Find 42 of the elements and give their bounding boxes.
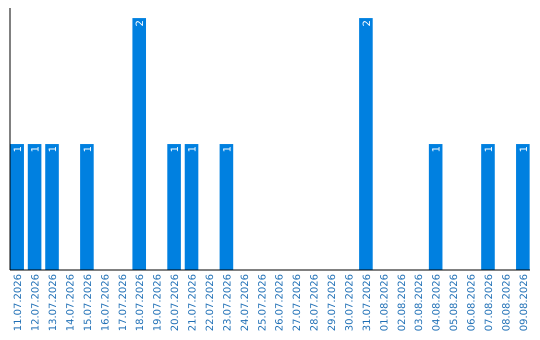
x-tick-label: 04.08.2026 xyxy=(432,274,443,332)
data-label: 1 xyxy=(170,146,182,152)
x-tick-label: 14.07.2026 xyxy=(65,274,76,332)
x-tick-label: 07.08.2026 xyxy=(484,274,495,332)
x-tick-label: 26.07.2026 xyxy=(274,274,286,332)
x-tick-label: 19.07.2026 xyxy=(152,274,164,332)
data-label: 1 xyxy=(82,146,94,152)
x-tick-label: 02.08.2026 xyxy=(396,274,408,332)
x-tick-label: 27.07.2026 xyxy=(292,274,304,332)
x-tick-label: 21.07.2026 xyxy=(188,274,199,332)
data-label: 1 xyxy=(188,146,199,152)
x-tick-label: 20.07.2026 xyxy=(170,274,182,332)
x-tick-label: 15.07.2026 xyxy=(82,274,94,332)
x-tick-label: 12.07.2026 xyxy=(30,274,42,332)
data-label: 1 xyxy=(518,146,530,152)
data-label: 1 xyxy=(484,146,495,152)
data-label: 1 xyxy=(13,146,24,152)
x-tick-label: 09.08.2026 xyxy=(518,274,530,332)
data-label: 1 xyxy=(222,146,234,152)
x-tick-label: 30.07.2026 xyxy=(344,274,356,332)
x-tick-label: 29.07.2026 xyxy=(327,274,338,332)
data-label: 1 xyxy=(432,146,443,152)
x-tick-label: 18.07.2026 xyxy=(135,274,146,332)
x-tick-label: 16.07.2026 xyxy=(100,274,112,332)
x-tick-label: 13.07.2026 xyxy=(48,274,60,332)
x-tick-label: 06.08.2026 xyxy=(466,274,478,332)
x-tick-label: 11.07.2026 xyxy=(13,274,24,332)
x-tick-label: 01.08.2026 xyxy=(379,274,390,332)
x-tick-label: 31.07.2026 xyxy=(362,274,373,332)
x-tick-label: 25.07.2026 xyxy=(257,274,268,332)
x-tick-label: 22.07.2026 xyxy=(204,274,216,332)
data-label: 2 xyxy=(135,20,146,26)
x-tick-label: 03.08.2026 xyxy=(414,274,426,332)
x-tick-label: 05.08.2026 xyxy=(449,274,460,332)
x-tick-label: 08.08.2026 xyxy=(501,274,512,332)
data-label: 1 xyxy=(30,146,42,152)
x-tick-label: 17.07.2026 xyxy=(118,274,129,332)
data-label: 2 xyxy=(362,20,373,26)
data-label: 1 xyxy=(48,146,60,152)
x-tick-label: 23.07.2026 xyxy=(222,274,234,332)
x-tick-label: 24.07.2026 xyxy=(240,274,251,332)
x-tick-label: 28.07.2026 xyxy=(310,274,321,332)
